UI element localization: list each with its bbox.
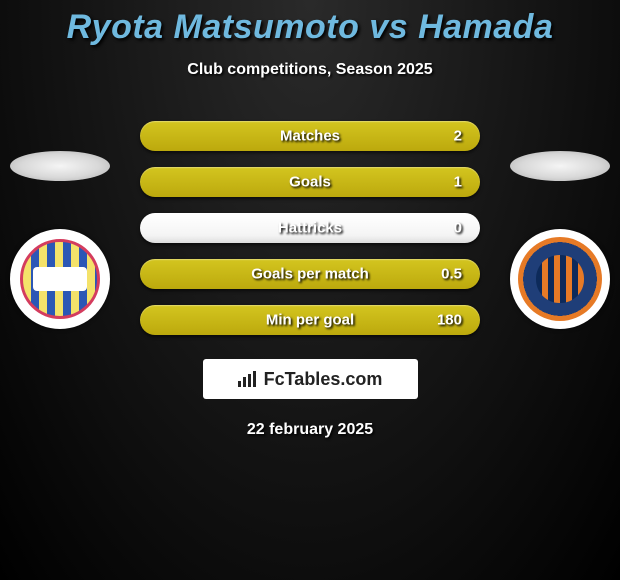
stat-label: Goals per match [251,266,369,283]
omiya-crest-icon [518,237,602,321]
club-badge-right [510,229,610,329]
stat-bar: Matches 2 [140,121,480,151]
player-placeholder-right [510,151,610,181]
bar-chart-icon [238,371,258,387]
player-right-column [510,151,610,329]
subtitle: Club competitions, Season 2025 [0,61,620,79]
stat-bar: Goals 1 [140,167,480,197]
stat-value: 1 [454,174,462,191]
stat-value: 0.5 [441,266,462,283]
player-placeholder-left [10,151,110,181]
stat-label: Hattricks [278,220,342,237]
stat-value: 2 [454,128,462,145]
stat-bars: Matches 2 Goals 1 Hattricks 0 Goals per … [140,121,480,335]
stat-bar: Hattricks 0 [140,213,480,243]
player-left-column [10,151,110,329]
stat-label: Goals [289,174,331,191]
stat-value: 0 [454,220,462,237]
montedio-crest-icon [20,239,100,319]
stat-bar: Goals per match 0.5 [140,259,480,289]
page-title: Ryota Matsumoto vs Hamada [0,0,620,47]
stat-label: Matches [280,128,340,145]
stat-value: 180 [437,312,462,329]
attribution-text: FcTables.com [264,369,383,390]
comparison-chart: Matches 2 Goals 1 Hattricks 0 Goals per … [0,121,620,439]
date-text: 22 february 2025 [0,421,620,439]
stat-label: Min per goal [266,312,354,329]
attribution-badge: FcTables.com [203,359,418,399]
stat-bar: Min per goal 180 [140,305,480,335]
club-badge-left [10,229,110,329]
